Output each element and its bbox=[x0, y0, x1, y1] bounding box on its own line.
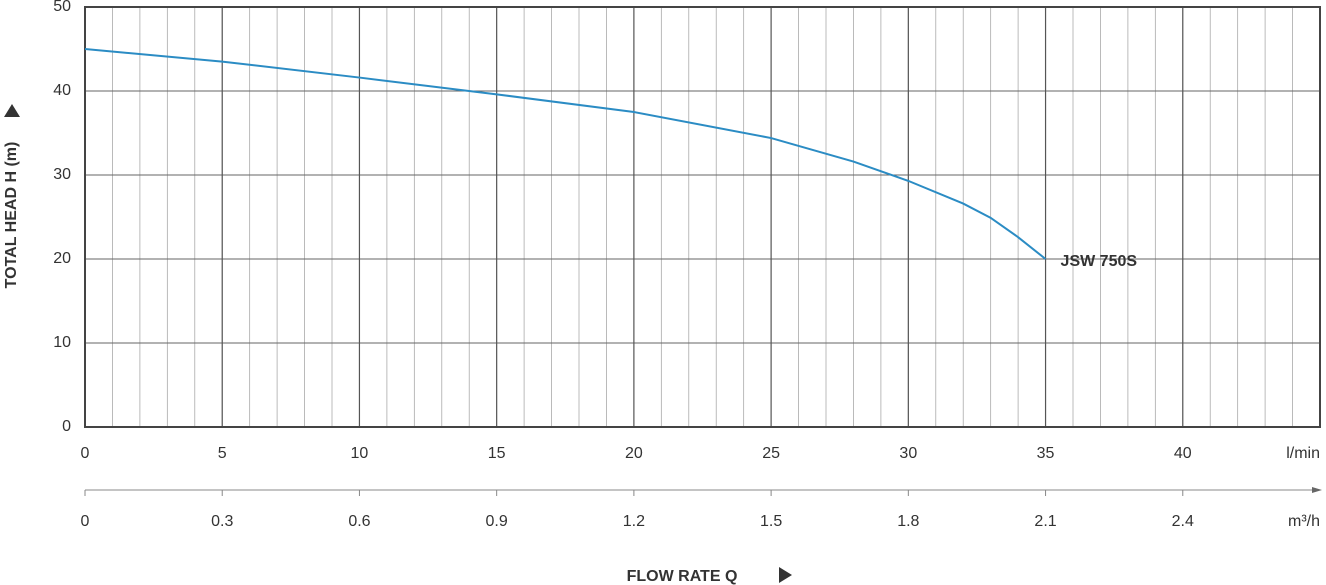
y-tick-label: 50 bbox=[53, 0, 71, 15]
x-tick-label: 40 bbox=[1174, 445, 1192, 462]
y-axis-label: TOTAL HEAD H (m) bbox=[3, 142, 20, 289]
x-tick-label: 20 bbox=[625, 445, 643, 462]
x2-tick-label: 1.5 bbox=[760, 513, 782, 530]
x-tick-label: 35 bbox=[1037, 445, 1055, 462]
x2-unit-label: m³/h bbox=[1288, 513, 1320, 530]
x2-tick-label: 0.6 bbox=[348, 513, 370, 530]
x-tick-label: 10 bbox=[351, 445, 369, 462]
x2-tick-label: 0 bbox=[81, 513, 90, 530]
x-tick-label: 5 bbox=[218, 445, 227, 462]
x2-tick-label: 2.4 bbox=[1172, 513, 1194, 530]
x-axis-arrow bbox=[779, 567, 792, 583]
x2-tick-label: 0.3 bbox=[211, 513, 233, 530]
y-tick-label: 20 bbox=[53, 250, 71, 267]
x2-tick-label: 0.9 bbox=[486, 513, 508, 530]
x2-tick-label: 1.8 bbox=[897, 513, 919, 530]
y-axis-arrow bbox=[4, 104, 20, 117]
y-tick-label: 10 bbox=[53, 334, 71, 351]
y-tick-label: 0 bbox=[62, 418, 71, 435]
x-tick-label: 15 bbox=[488, 445, 506, 462]
x2-tick-label: 1.2 bbox=[623, 513, 645, 530]
x2-tick-label: 2.1 bbox=[1034, 513, 1056, 530]
x-tick-label: 30 bbox=[899, 445, 917, 462]
x2-axis-arrow bbox=[1312, 487, 1322, 493]
y-tick-label: 40 bbox=[53, 82, 71, 99]
x-axis-label: FLOW RATE Q bbox=[627, 568, 738, 585]
x-unit-label: l/min bbox=[1286, 445, 1320, 462]
x-tick-label: 25 bbox=[762, 445, 780, 462]
y-tick-label: 30 bbox=[53, 166, 71, 183]
series-label: JSW 750S bbox=[1061, 253, 1138, 270]
curve bbox=[84, 48, 1047, 260]
plot-border bbox=[84, 6, 1321, 428]
x-tick-label: 0 bbox=[81, 445, 90, 462]
